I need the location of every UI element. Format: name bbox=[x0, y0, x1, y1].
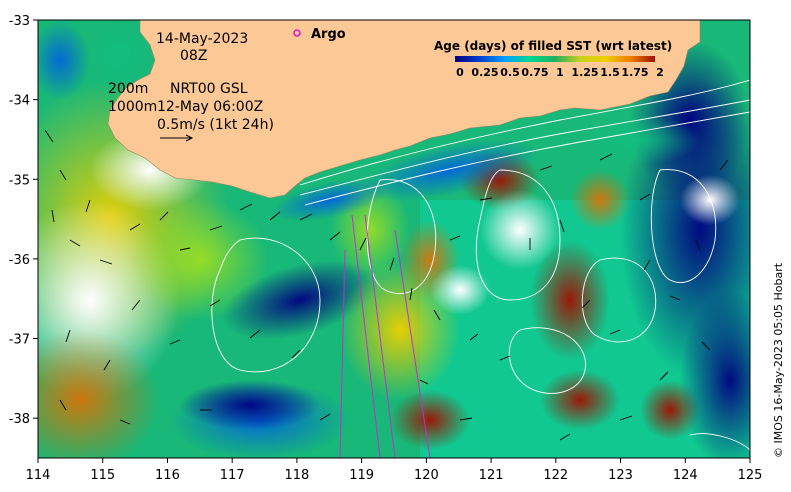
satellite-tracks bbox=[339, 214, 431, 458]
y-tick-label: -38 bbox=[9, 412, 30, 427]
x-tick-label: 119 bbox=[349, 468, 374, 483]
x-tick-label: 121 bbox=[479, 468, 504, 483]
colorbar-tick-label: 1.5 bbox=[600, 66, 620, 79]
colorbar-ticks: 0 0.25 0.5 0.75 1 1.25 1.5 1.75 2 bbox=[456, 66, 664, 79]
colorbar bbox=[455, 56, 655, 62]
x-tick-label: 118 bbox=[284, 468, 309, 483]
colorbar-tick-label: 0.75 bbox=[521, 66, 548, 79]
current-scale-label: 0.5m/s (1kt 24h) bbox=[157, 117, 274, 133]
x-tick-label: 124 bbox=[673, 468, 698, 483]
colorbar-title: Age (days) of filled SST (wrt latest) bbox=[434, 39, 672, 53]
x-tick-label: 120 bbox=[414, 468, 439, 483]
product-label: NRT00 GSL bbox=[170, 81, 248, 97]
colorbar-tick-label: 0.5 bbox=[500, 66, 520, 79]
y-tick-label: -34 bbox=[9, 94, 30, 109]
y-tick-label: -37 bbox=[9, 333, 30, 348]
land-mass bbox=[107, 20, 701, 199]
depth-1000-label: 1000m bbox=[108, 99, 157, 115]
y-axis: -33 -34 -35 -36 -37 -38 bbox=[9, 14, 38, 427]
x-tick-label: 125 bbox=[738, 468, 763, 483]
x-tick-label: 123 bbox=[608, 468, 633, 483]
x-tick-label: 117 bbox=[220, 468, 245, 483]
colorbar-tick-label: 0 bbox=[456, 66, 464, 79]
x-tick-label: 114 bbox=[26, 468, 51, 483]
x-tick-label: 116 bbox=[155, 468, 180, 483]
argo-label: Argo bbox=[311, 27, 346, 42]
colorbar-tick-label: 1.75 bbox=[621, 66, 648, 79]
x-axis: 114 115 116 117 118 119 120 121 122 123 124 125 bbox=[26, 458, 763, 483]
depth-200-label: 200m bbox=[108, 81, 148, 97]
plot-frame bbox=[37, 19, 751, 459]
scale-arrow-icon bbox=[160, 134, 194, 142]
y-tick-label: -33 bbox=[9, 14, 30, 29]
y-tick-label: -36 bbox=[9, 253, 30, 268]
product-time-label: 12-May 06:00Z bbox=[157, 99, 263, 115]
ssh-contours bbox=[211, 79, 750, 451]
x-tick-label: 115 bbox=[90, 468, 115, 483]
x-tick-label: 122 bbox=[543, 468, 568, 483]
date-label: 14-May-2023 bbox=[156, 31, 248, 47]
time-label: 08Z bbox=[180, 48, 207, 64]
credit-text: © IMOS 16-May-2023 05:05 Hobart bbox=[772, 262, 785, 458]
colorbar-tick-label: 0.25 bbox=[471, 66, 498, 79]
colorbar-tick-label: 2 bbox=[656, 66, 664, 79]
colorbar-tick-label: 1 bbox=[556, 66, 564, 79]
argo-marker-icon bbox=[293, 29, 301, 37]
current-vectors bbox=[44, 129, 729, 441]
colorbar-tick-label: 1.25 bbox=[571, 66, 598, 79]
sst-field bbox=[38, 20, 750, 458]
y-tick-label: -35 bbox=[9, 173, 30, 188]
